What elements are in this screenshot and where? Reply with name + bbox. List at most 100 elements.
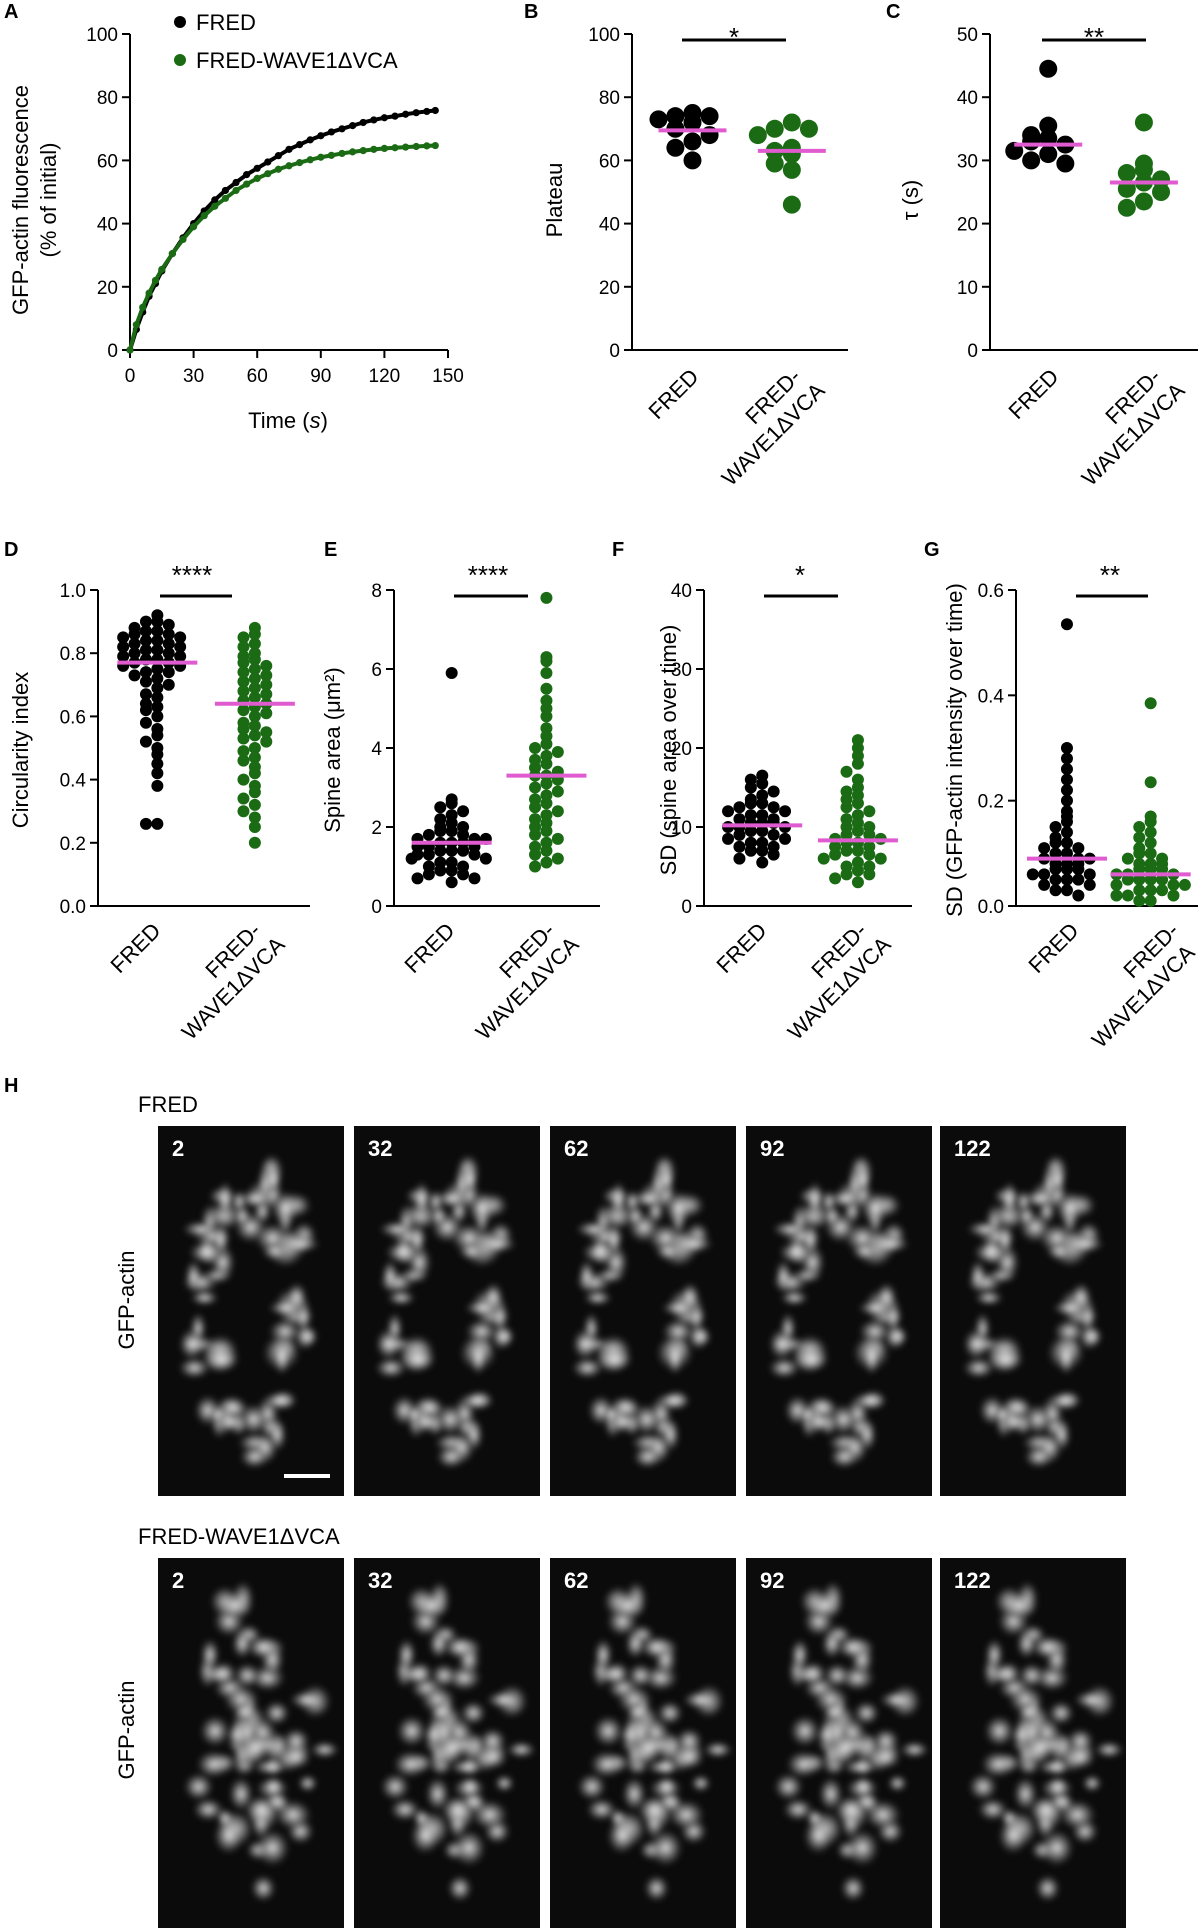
- data-point-wave-g: [1144, 863, 1157, 876]
- spine-blob: [772, 1772, 804, 1802]
- spine-blob: [609, 1807, 627, 1829]
- spine-blob: [406, 1660, 435, 1687]
- data-point-wave-d: [248, 663, 261, 675]
- data-point-fred-d: [174, 631, 187, 644]
- spine-blob: [187, 1240, 225, 1265]
- data-point-wave-e: [540, 666, 553, 679]
- data-point-fred-d: [117, 640, 130, 653]
- image-frame: 32: [354, 1558, 540, 1928]
- data-point-fred-g: [1038, 868, 1051, 881]
- data-point-wave: [145, 289, 153, 297]
- data-point-wave-e: [540, 856, 553, 869]
- y-tick-label-a: 80: [97, 88, 118, 109]
- data-point-fred-f: [756, 824, 769, 837]
- panel-letter-c: C: [886, 1, 900, 23]
- spine-texture: [962, 1153, 1106, 1469]
- data-point-wave-d: [260, 669, 273, 682]
- spine-blob: [690, 1774, 712, 1793]
- panel-letter-e: E: [324, 539, 337, 561]
- data-point-wave-f: [851, 876, 864, 889]
- frame-time-label: 62: [564, 1568, 588, 1593]
- data-point-fred-d: [139, 817, 152, 830]
- spine-blob: [458, 1391, 495, 1411]
- y-tick-label-e: 2: [371, 818, 382, 839]
- data-point-fred-g: [1060, 784, 1073, 797]
- spine-blob: [232, 1701, 256, 1722]
- data-point-wave-b: [748, 126, 767, 145]
- data-point-wave-g: [1133, 831, 1146, 844]
- data-point-fred-d: [117, 650, 130, 663]
- spine-blob: [965, 1220, 1005, 1238]
- data-point-wave-e: [540, 797, 553, 810]
- spine-blob: [384, 1240, 421, 1265]
- spine-blob: [785, 1749, 822, 1779]
- data-point-wave-f: [863, 868, 876, 881]
- data-point-fred-d: [139, 615, 152, 628]
- y-tick-label-f: 40: [671, 581, 692, 602]
- data-point-wave-e: [529, 801, 542, 814]
- significance-e: ****: [468, 560, 508, 590]
- data-point-wave-g: [1178, 878, 1191, 891]
- spine-blob: [657, 1164, 676, 1195]
- spine-blob: [1000, 1807, 1018, 1829]
- spine-blob: [1054, 1189, 1085, 1227]
- data-point-wave: [200, 212, 208, 220]
- data-point-fred-g: [1026, 868, 1039, 881]
- data-point-wave-e: [551, 832, 564, 845]
- spine-blob: [446, 1874, 473, 1903]
- spine-blob: [216, 1179, 234, 1220]
- spine-blob: [840, 1874, 867, 1903]
- data-point-fred-d: [128, 647, 141, 660]
- spine-blob: [273, 1339, 291, 1377]
- data-point-wave: [317, 153, 325, 161]
- data-point-wave: [132, 321, 140, 329]
- data-point-fred-g: [1072, 889, 1085, 902]
- panel-letter-h: H: [4, 1075, 18, 1097]
- spine-blob: [217, 1412, 244, 1432]
- data-point-fred: [402, 110, 410, 118]
- data-point-fred-f: [756, 777, 769, 790]
- data-point-fred-e: [445, 824, 458, 837]
- spine-blob: [779, 1289, 810, 1306]
- data-point-fred-e: [445, 797, 458, 810]
- y-tick-label-f: 10: [671, 818, 692, 839]
- data-point-fred-d: [162, 637, 175, 650]
- spine-blob: [238, 1444, 271, 1469]
- image-row-fred: 2 32 62 92 122: [158, 1126, 1126, 1496]
- data-point-wave-f: [863, 805, 876, 818]
- data-point-fred-d: [139, 634, 152, 647]
- data-point-fred-b: [683, 151, 702, 170]
- spine-blob: [822, 1701, 846, 1722]
- panel-g: G SD (GFP-actin intensity over time) ** …: [924, 539, 1200, 1053]
- spine-blob: [184, 1258, 203, 1294]
- data-point-wave-d: [248, 729, 261, 742]
- spine-blob: [1065, 1235, 1106, 1253]
- data-point-wave-f: [840, 868, 853, 881]
- spine-blob: [588, 1749, 625, 1779]
- data-point-fred-f: [744, 797, 757, 810]
- spine-blob: [859, 1189, 891, 1227]
- spine-blob: [461, 1164, 479, 1195]
- y-axis-title-g: SD (GFP-actin intensity over time): [942, 583, 967, 917]
- y-tick-label-c: 20: [957, 215, 978, 236]
- spine-blob: [477, 1235, 518, 1253]
- data-point-wave-d: [248, 786, 261, 799]
- data-point-wave-e: [540, 738, 553, 751]
- spine-texture: [177, 1153, 321, 1469]
- data-point-fred-g: [1049, 873, 1062, 886]
- data-point-wave-e: [529, 781, 542, 794]
- y-tick-label-d: 0.2: [60, 834, 86, 855]
- y-tick-label-c: 40: [957, 88, 978, 109]
- data-point-wave: [158, 265, 166, 274]
- spine-blob: [395, 1714, 428, 1748]
- data-point-fred-g: [1060, 752, 1073, 765]
- data-point-wave-g: [1144, 776, 1157, 789]
- spine-blob: [571, 1327, 600, 1362]
- spine-blob: [399, 1347, 437, 1373]
- spine-blob: [1034, 1874, 1061, 1903]
- spine-blob: [482, 1281, 504, 1312]
- data-point-wave-c: [1134, 192, 1153, 211]
- spine-blob: [626, 1701, 649, 1722]
- data-point-wave: [190, 223, 198, 231]
- spine-blob: [789, 1637, 810, 1672]
